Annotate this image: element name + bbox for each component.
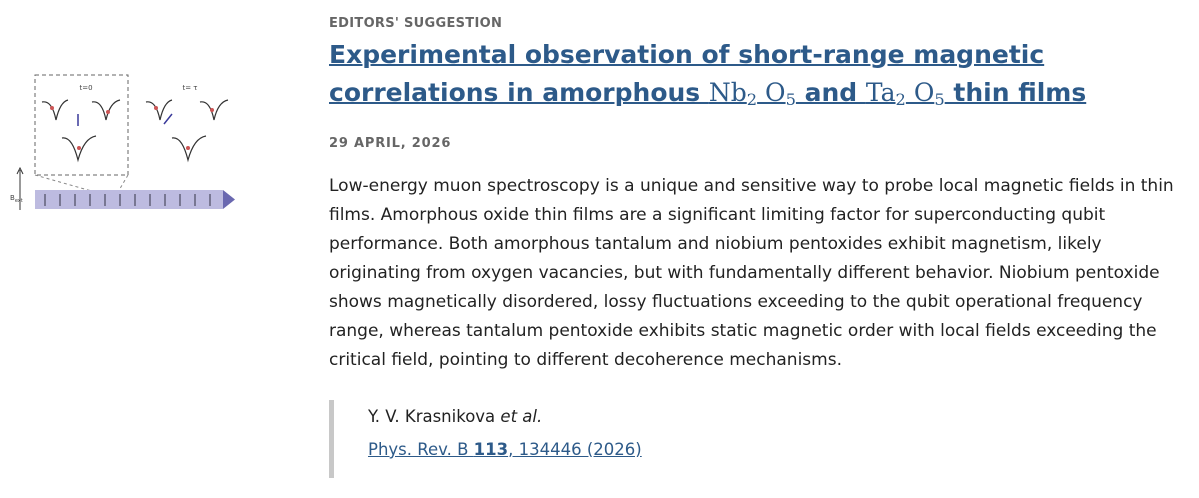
formula-element: O: [757, 78, 786, 107]
spin-arrows: [77, 113, 173, 126]
film-bar: [35, 190, 223, 209]
et-al: et al.: [495, 407, 543, 426]
figure-label: Bext: [10, 194, 23, 204]
formula-element: Nb: [708, 78, 747, 107]
volume: 113: [473, 440, 509, 459]
article-title: Experimental observation of short-range …: [329, 36, 1189, 112]
zoom-box: [34, 74, 129, 176]
bar-arrow: [223, 190, 235, 209]
journal-link[interactable]: Phys. Rev. B 113, 134446 (2026): [368, 440, 642, 459]
formula: Nb2 O5: [708, 78, 796, 110]
formula-subscript: 2: [895, 90, 906, 110]
zoom-lines: [34, 174, 129, 193]
field-arrows: [44, 194, 211, 206]
journal: Phys. Rev. B: [368, 440, 474, 459]
formula-subscript: 5: [934, 90, 945, 110]
formula-element: Ta: [865, 78, 896, 107]
author-line: Y. V. Krasnikova et al.: [368, 400, 642, 433]
figure-label: t=0: [79, 84, 92, 92]
abstract: Low-energy muon spectroscopy is a unique…: [329, 176, 1174, 370]
figure-label: t= τ: [182, 84, 197, 92]
title-text: and: [795, 78, 866, 107]
field-symbol: B: [10, 194, 15, 202]
abstract-figure: t=0 t= τ Bext: [10, 74, 235, 210]
field-subscript: ext: [15, 198, 23, 204]
title-link[interactable]: Experimental observation of short-range …: [329, 40, 1087, 110]
potential-wells: [41, 99, 229, 163]
title-text: thin films: [944, 78, 1087, 107]
muon-dots: [50, 106, 214, 150]
title-text: Experimental observation of short-range …: [329, 40, 1045, 107]
date: 29 APRIL, 2026: [329, 136, 452, 151]
formula-subscript: 5: [785, 90, 796, 110]
field-axis: [16, 166, 24, 210]
authors: Y. V. Krasnikova: [368, 407, 496, 426]
citation: Y. V. Krasnikova et al. Phys. Rev. B 113…: [329, 400, 642, 478]
formula-subscript: 2: [746, 90, 758, 110]
formula-element: O: [905, 78, 935, 107]
page-year: , 134446 (2026): [508, 440, 642, 459]
formula: Ta2 O5: [865, 78, 945, 110]
kicker: EDITORS' SUGGESTION: [329, 16, 503, 31]
